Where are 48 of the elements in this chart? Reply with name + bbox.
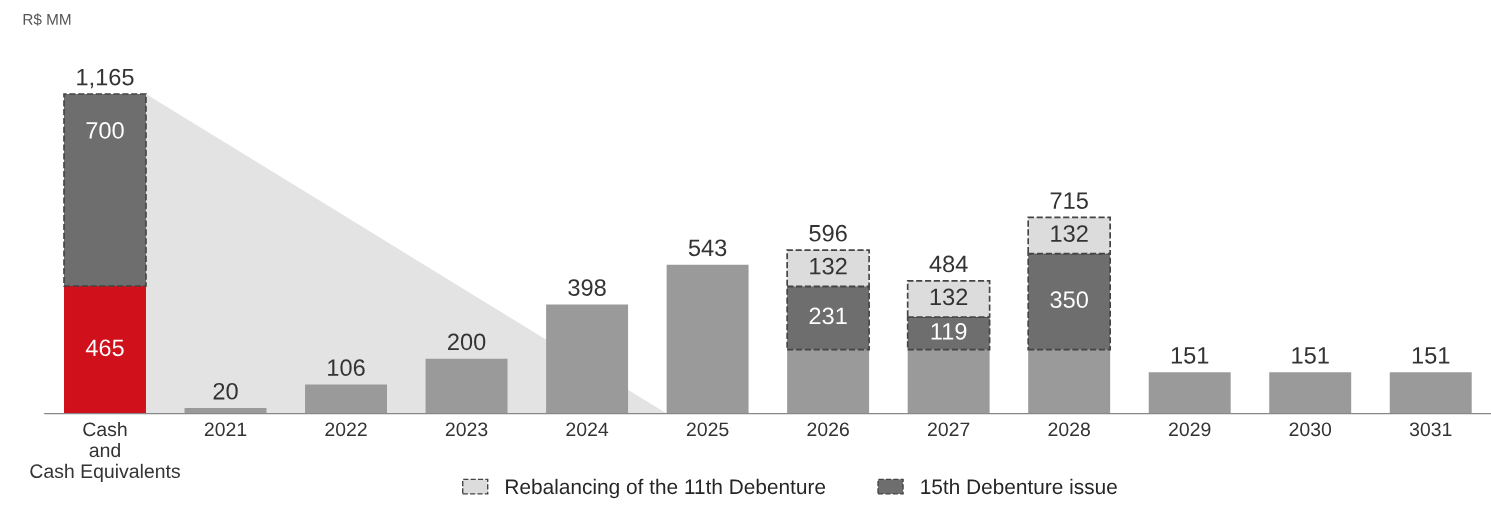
total-label: 151 <box>1171 347 1209 364</box>
x-tick-label: 2028 <box>1048 422 1090 437</box>
bar <box>1148 372 1231 414</box>
x-tick-label: 2026 <box>807 422 849 437</box>
bar <box>1389 372 1472 414</box>
total-label: 715 <box>1050 192 1088 209</box>
x-tick-label: 2024 <box>566 422 609 437</box>
legend-label: Rebalancing of the 11th Debenture <box>506 478 826 499</box>
bar <box>305 384 388 414</box>
data-label: 465 <box>85 339 124 357</box>
y-axis-title: R$ MM <box>23 13 71 26</box>
x-tick-label: 2025 <box>686 422 729 437</box>
total-label: 151 <box>1292 347 1329 364</box>
total-label: 484 <box>929 255 968 273</box>
total-label: 151 <box>1412 347 1450 364</box>
data-label: 132 <box>810 257 847 275</box>
x-tick-label: 2022 <box>325 422 367 437</box>
bar <box>1028 349 1111 414</box>
x-tick-label: 2021 <box>204 422 247 437</box>
total-label: 1,165 <box>77 68 134 89</box>
total-label: 20 <box>213 382 238 400</box>
bar <box>425 358 508 414</box>
bar <box>546 304 629 414</box>
data-label: 350 <box>1050 291 1088 309</box>
data-label: 132 <box>930 288 968 306</box>
total-label: 398 <box>568 279 606 296</box>
bar <box>64 286 146 414</box>
total-label: 543 <box>688 239 727 257</box>
data-label: 119 <box>931 322 967 340</box>
data-label: 231 <box>809 307 847 325</box>
legend-label: 15th Debenture issue <box>921 478 1117 495</box>
data-label: 132 <box>1051 225 1088 242</box>
x-tick-label: 2023 <box>445 422 488 437</box>
x-tick-label: Cash and Cash Equivalents <box>30 421 180 482</box>
total-label: 200 <box>448 333 486 351</box>
bar <box>787 349 870 414</box>
x-tick-label: 2027 <box>928 422 970 437</box>
bar <box>666 264 749 414</box>
bar <box>184 408 267 414</box>
x-tick-label: 3031 <box>1409 422 1452 437</box>
total-label: 596 <box>809 224 847 242</box>
bar <box>907 349 990 414</box>
bar <box>1269 372 1352 414</box>
total-label: 106 <box>328 359 365 377</box>
bar <box>63 93 147 287</box>
x-tick-label: 2030 <box>1289 422 1332 437</box>
x-tick-label: 2029 <box>1169 422 1211 437</box>
data-label: 700 <box>86 122 124 139</box>
